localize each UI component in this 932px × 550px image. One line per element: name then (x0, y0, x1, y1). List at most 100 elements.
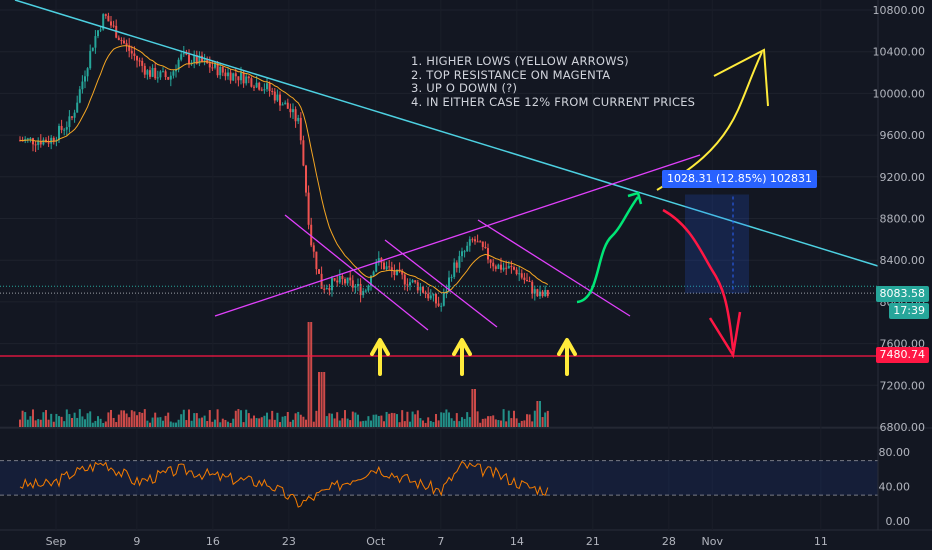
candle-body (541, 291, 544, 297)
candle-body (73, 112, 76, 118)
candle-body (60, 125, 63, 130)
volume-bar (221, 418, 224, 427)
volume-bar (468, 417, 471, 427)
volume-bar (315, 410, 318, 427)
candle-body (162, 71, 164, 73)
volume-bar (107, 412, 110, 427)
volume-bar (505, 421, 508, 427)
candle-body (502, 267, 505, 270)
candle-body (474, 239, 476, 242)
candle-body (89, 50, 92, 69)
candle-body (198, 55, 201, 64)
candle-body (528, 281, 531, 283)
volume-bar (427, 417, 430, 427)
candle-body (305, 165, 307, 193)
volume-bar (450, 418, 453, 427)
volume-bar (500, 420, 502, 427)
volume-bar (507, 410, 510, 427)
candle-body (273, 91, 276, 101)
volume-bar (440, 412, 443, 427)
price-tick-label: 9200.00 (880, 171, 926, 184)
volume-bar (71, 417, 73, 427)
candle-body (539, 291, 541, 297)
candle-body (372, 271, 375, 276)
volume-bar (110, 409, 112, 427)
volume-bar (531, 421, 534, 427)
candle-body (338, 275, 341, 283)
time-tick-label: Sep (46, 535, 67, 548)
volume-bar (32, 409, 34, 427)
candle-body (403, 274, 406, 285)
volume-bar (128, 417, 131, 427)
candle-body (346, 277, 349, 284)
candle-body (63, 129, 66, 131)
volume-bar (45, 410, 47, 427)
red-arrowhead (708, 311, 742, 359)
volume-bar (242, 422, 245, 427)
candle-body (227, 72, 229, 77)
volume-bar (279, 422, 281, 427)
candle-body (37, 141, 40, 146)
candle-body (385, 266, 388, 270)
candle-body (429, 295, 432, 299)
candle-body (47, 142, 50, 144)
support-level-tag: 7480.74 (875, 347, 929, 363)
volume-bar (115, 422, 118, 427)
volume-bar (344, 410, 346, 427)
candle-body (224, 72, 227, 77)
candle-body (487, 248, 489, 260)
note-3: 3. UP O DOWN (?) (411, 81, 518, 96)
volume-bar (185, 420, 188, 427)
candle-body (344, 279, 346, 284)
candle-body (357, 283, 359, 287)
candle-body (515, 269, 518, 275)
candle-body (143, 65, 146, 75)
channel-line-2 (384, 239, 498, 328)
volume-bar (125, 413, 128, 427)
volume-bar (89, 411, 92, 427)
volume-bar (422, 420, 424, 427)
volume-bar (97, 416, 99, 427)
price-tick-label: 10800.00 (873, 4, 926, 17)
volume-bar (47, 419, 50, 427)
measure-label[interactable]: 1028.31 (12.85%) 102831 (662, 170, 817, 188)
volume-bar (372, 414, 375, 427)
volume-bar (245, 409, 248, 427)
candle-body (255, 82, 258, 88)
candle-body (364, 290, 367, 292)
note-4: 4. IN EITHER CASE 12% FROM CURRENT PRICE… (411, 94, 696, 109)
candle-body (507, 266, 510, 269)
candle-body (489, 259, 492, 263)
volume-bar (169, 421, 172, 427)
volume-bar (487, 416, 489, 427)
volume-bar (37, 419, 40, 427)
candle-body (458, 256, 461, 268)
volume-bar (484, 418, 487, 427)
candle-body (138, 60, 141, 62)
candle-body (479, 241, 482, 243)
volume-bar (346, 418, 349, 427)
time-tick-label: 23 (282, 535, 296, 548)
note-2: 2. TOP RESISTANCE ON MAGENTA (411, 67, 611, 82)
candle-body (110, 21, 112, 26)
higher-low-arrow (370, 338, 390, 376)
candle-body (367, 285, 370, 291)
candle-body (58, 125, 60, 140)
candle-body (266, 83, 268, 90)
volume-bar (138, 412, 141, 427)
candle-body (453, 262, 456, 277)
ema-line (19, 45, 549, 294)
candle-body (533, 289, 536, 294)
candle-body (268, 83, 271, 91)
candle-body (146, 70, 149, 75)
candle-body (216, 63, 219, 76)
candle-body (201, 55, 203, 62)
volume-bar (312, 421, 315, 427)
volume-bar (34, 420, 37, 427)
volume-bar (149, 422, 151, 427)
volume-bar (414, 414, 417, 427)
volume-bar (502, 409, 505, 427)
volume-bar (273, 419, 276, 427)
candle-body (271, 90, 274, 92)
candle-body (377, 258, 380, 263)
